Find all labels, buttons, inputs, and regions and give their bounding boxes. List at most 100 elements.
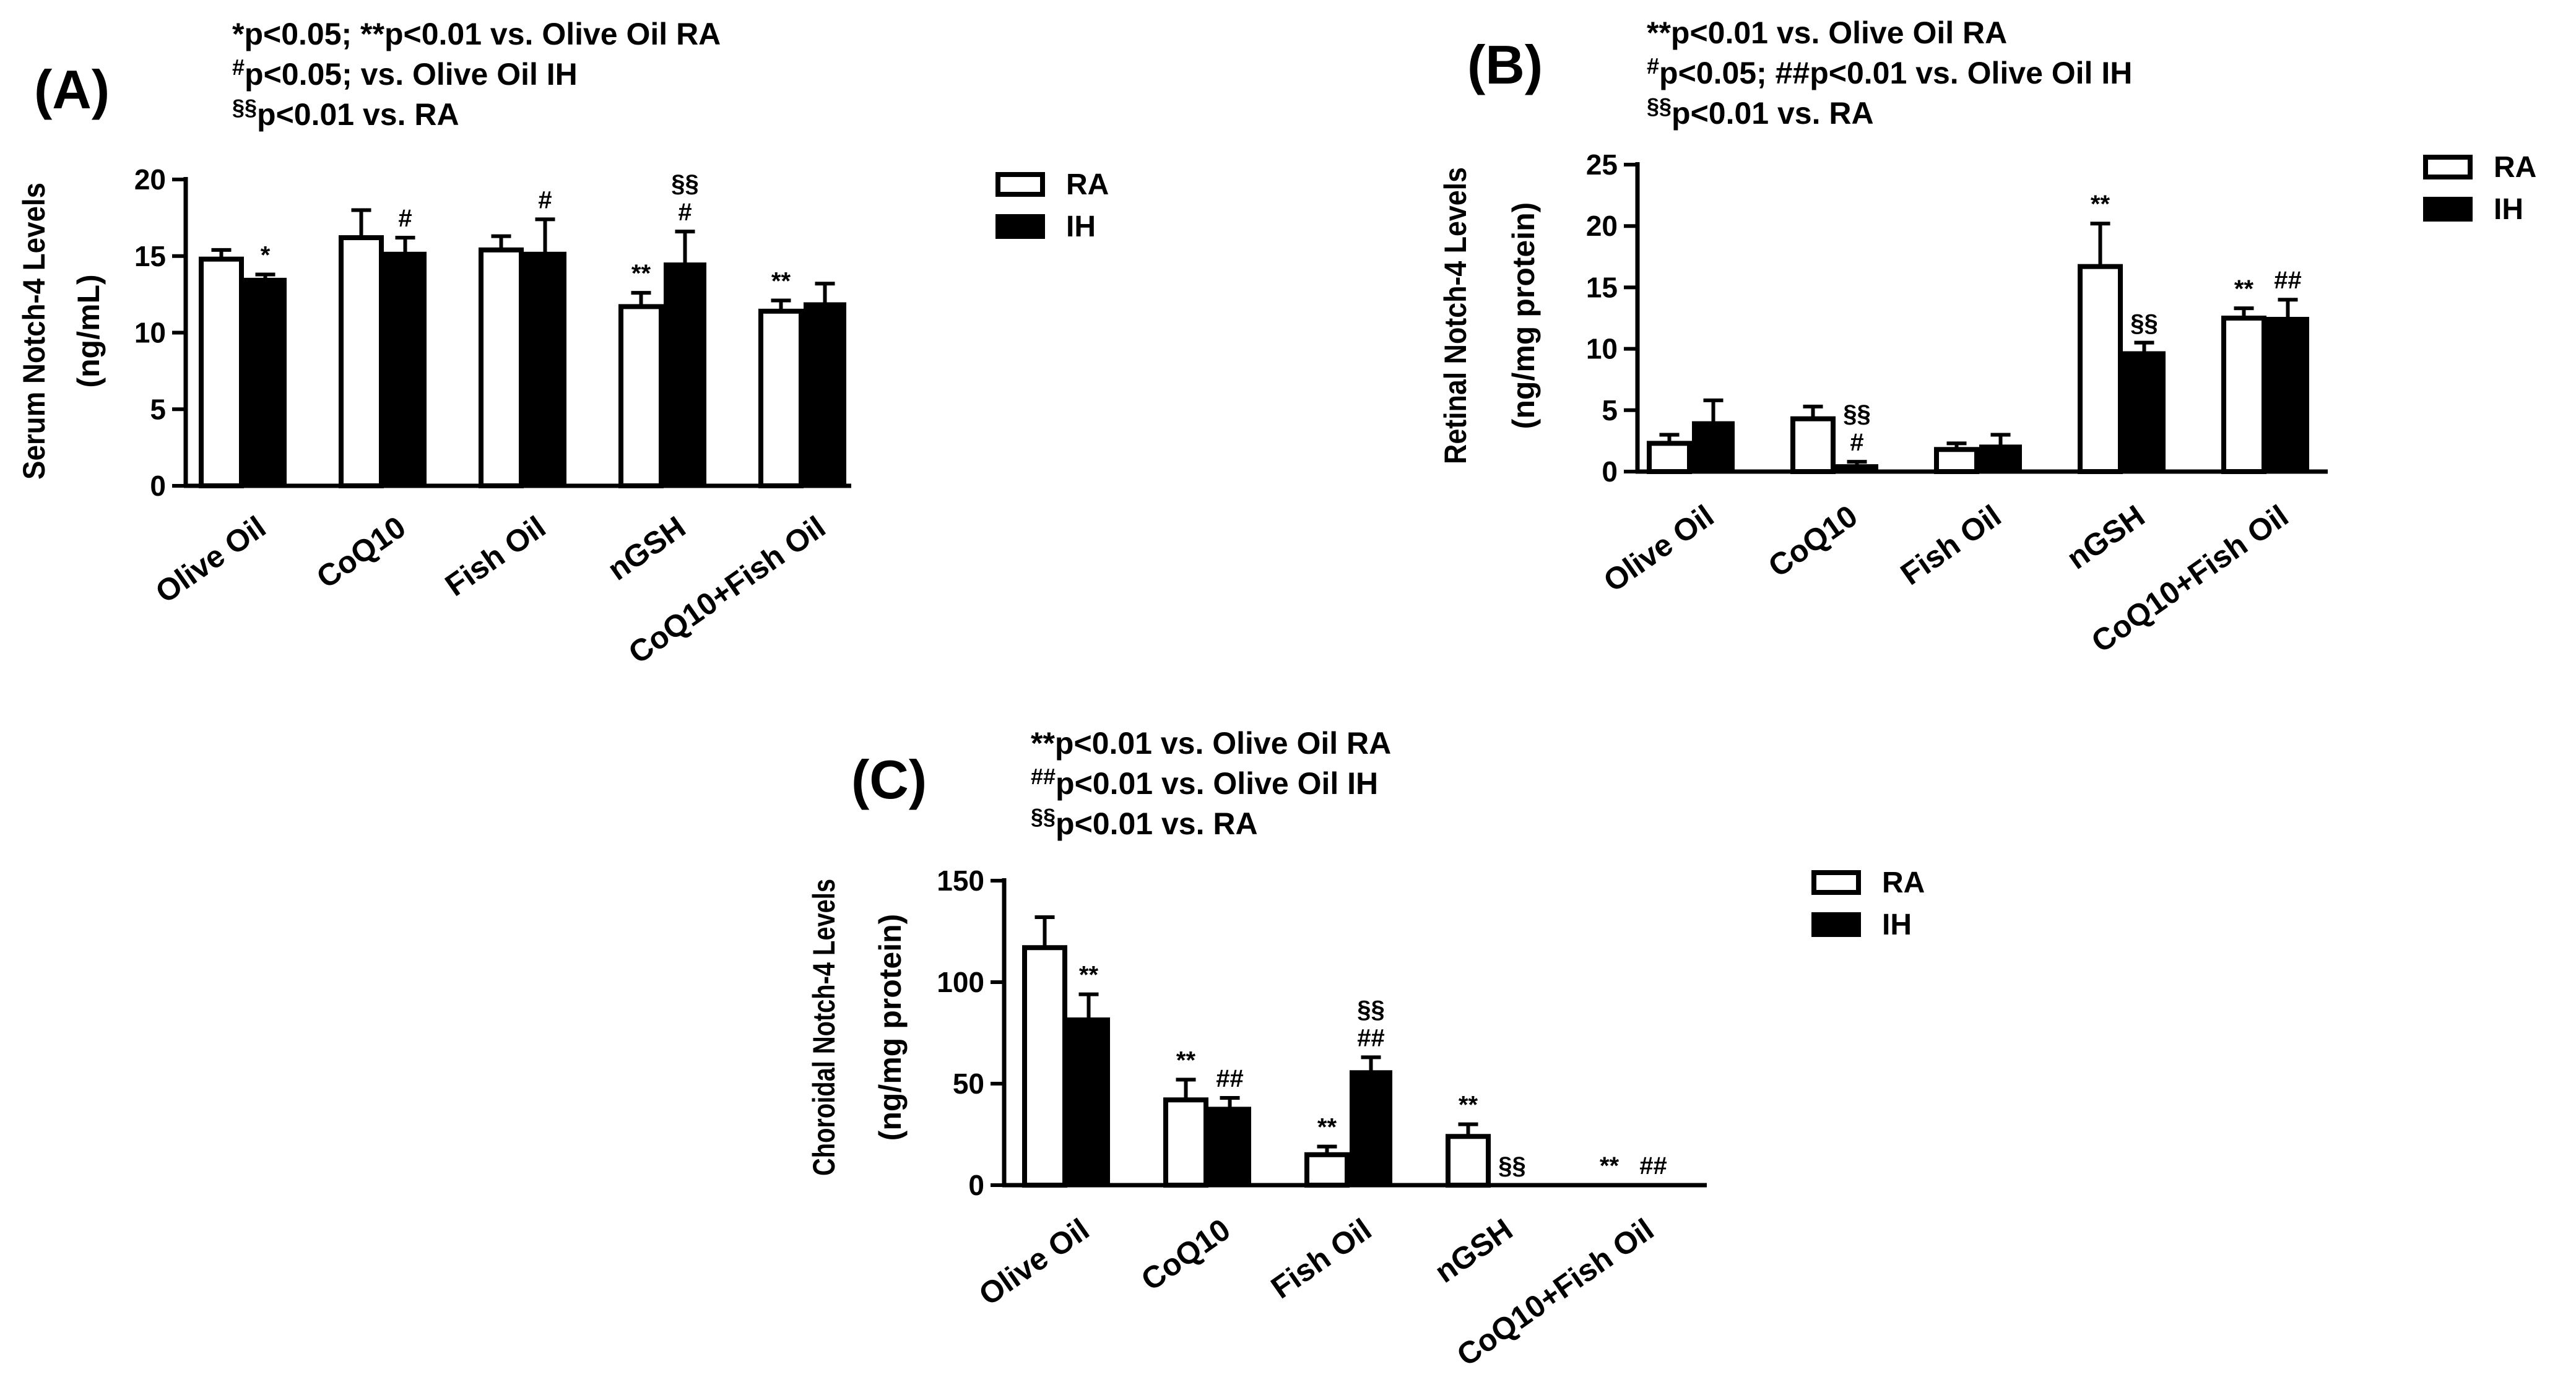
note-text: p<0.01 vs. RA <box>1672 96 1874 131</box>
significance-note: #p<0.05; ##p<0.01 vs. Olive Oil IH <box>1647 53 2132 90</box>
x-tick-label: Olive Oil <box>149 509 272 610</box>
y-axis-label-units: (ng/mL) <box>71 274 106 387</box>
y-tick-label: 0 <box>968 1169 984 1201</box>
bar-annotation: # <box>1850 429 1863 456</box>
y-axis-label: Choroidal Notch-4 Levels <box>807 879 841 1176</box>
bar-ra-2 <box>479 247 524 488</box>
note-text: p<0.05; vs. Olive Oil IH <box>245 57 578 92</box>
bar-ih-1 <box>1208 1107 1251 1186</box>
note-superscript: §§ <box>232 95 257 120</box>
bar-annotation: ** <box>1176 1047 1196 1074</box>
note-superscript: # <box>232 54 245 80</box>
bar-annotation: §§ <box>2130 310 2158 337</box>
bar-ra-2 <box>1304 1152 1350 1188</box>
y-tick-label: 100 <box>937 966 984 998</box>
bar-annotation: ## <box>1639 1152 1667 1180</box>
legend-swatch-ra <box>1811 870 1861 895</box>
chart-panel-3: (C)**p<0.01 vs. Olive Oil RA##p<0.01 vs.… <box>807 726 1925 1373</box>
significance-note: ##p<0.01 vs. Olive Oil IH <box>1031 764 1378 801</box>
legend-label: IH <box>1066 210 1096 243</box>
y-tick-label: 5 <box>1602 394 1618 426</box>
chart-panel-2: (B)**p<0.01 vs. Olive Oil RA#p<0.05; ##p… <box>1438 15 2536 659</box>
legend-swatch-ra <box>995 172 1045 197</box>
bar-annotation: §§ <box>1357 996 1385 1023</box>
bar-ih-2 <box>1979 444 2022 473</box>
significance-note: §§p<0.01 vs. RA <box>232 95 459 132</box>
y-tick-label: 25 <box>1586 149 1618 181</box>
bar-ih-4 <box>804 302 846 487</box>
significance-note: **p<0.01 vs. Olive Oil RA <box>1647 15 2007 50</box>
significance-note: *p<0.05; **p<0.01 vs. Olive Oil RA <box>232 17 721 51</box>
x-tick-label: Fish Oil <box>439 509 552 603</box>
significance-note: #p<0.05; vs. Olive Oil IH <box>232 54 578 92</box>
x-tick-label: CoQ10 <box>1762 498 1863 584</box>
bar-ra-1 <box>1790 416 1836 474</box>
bar-annotation: ## <box>2274 267 2302 294</box>
bar-annotation: # <box>538 186 552 214</box>
legend-swatch-ih <box>995 214 1045 239</box>
legend-label: RA <box>1066 168 1109 201</box>
significance-note: §§p<0.01 vs. RA <box>1647 93 1874 131</box>
legend-label: RA <box>2494 151 2536 184</box>
bar-ih-3 <box>2123 351 2166 473</box>
legend-swatch-ih <box>2423 197 2473 222</box>
y-tick-label: 10 <box>134 317 166 349</box>
bar-annotation: §§ <box>1843 400 1871 428</box>
legend-label: RA <box>1882 866 1925 899</box>
x-tick-label: CoQ10 <box>1135 1212 1236 1297</box>
y-tick-label: 20 <box>134 163 166 196</box>
y-axis-label: Serum Notch-4 Levels <box>17 183 51 480</box>
bar-ih-2 <box>1350 1070 1392 1186</box>
legend-swatch-ih <box>1811 912 1861 937</box>
note-text: p<0.01 vs. RA <box>257 97 459 132</box>
y-tick-label: 15 <box>1586 271 1618 303</box>
legend: RA IH <box>1811 866 1925 941</box>
bar-annotation: # <box>398 205 412 232</box>
bar-annotation: ** <box>1459 1092 1478 1119</box>
x-tick-label: Fish Oil <box>1894 498 2007 592</box>
bar-ra-3 <box>2078 264 2123 474</box>
bar-annotation: # <box>678 199 692 226</box>
y-tick-label: 20 <box>1586 210 1618 242</box>
x-tick-label: Olive Oil <box>1597 498 1720 598</box>
bar-annotation: ** <box>771 268 791 295</box>
y-axis-label: Retinal Notch-4 Levels <box>1438 167 1473 464</box>
x-tick-label: nGSH <box>1428 1212 1519 1290</box>
legend: RA IH <box>2423 151 2536 226</box>
bar-annotation: §§ <box>1498 1152 1526 1180</box>
y-tick-label: 0 <box>150 470 166 502</box>
bar-ra-1 <box>339 235 384 488</box>
legend: RA IH <box>995 168 1109 243</box>
bar-ra-3 <box>1446 1134 1491 1188</box>
bar-ra-1 <box>1163 1097 1208 1188</box>
y-axis-label-units: (ng/mg protein) <box>873 914 908 1141</box>
bar-ra-3 <box>618 304 664 488</box>
x-tick-label: CoQ10 <box>310 509 412 595</box>
note-text: p<0.01 vs. RA <box>1056 806 1258 841</box>
bar-ih-0 <box>1692 421 1735 473</box>
bar-annotation: ** <box>1317 1114 1337 1141</box>
panel-label: (C) <box>851 749 927 810</box>
note-text: p<0.01 vs. Olive Oil IH <box>1056 766 1378 801</box>
bar-annotation: ## <box>1216 1065 1244 1092</box>
y-tick-label: 5 <box>150 393 166 425</box>
y-tick-label: 0 <box>1602 455 1618 488</box>
bar-annotation: ## <box>1357 1024 1385 1051</box>
significance-note: **p<0.01 vs. Olive Oil RA <box>1031 726 1391 761</box>
bar-ra-4 <box>2221 316 2266 474</box>
bar-ra-4 <box>758 308 804 488</box>
bar-annotation: §§ <box>671 170 699 197</box>
note-superscript: §§ <box>1031 804 1056 829</box>
bar-ih-4 <box>2266 317 2309 473</box>
bar-ra-2 <box>1934 447 1979 475</box>
bar-ih-2 <box>524 251 566 487</box>
note-superscript: ## <box>1031 764 1056 789</box>
y-tick-label: 150 <box>937 865 984 897</box>
chart-panel-1: (A)*p<0.05; **p<0.01 vs. Olive Oil RA#p<… <box>17 17 1109 670</box>
y-axis-label-units: (ng/mg protein) <box>1506 202 1541 430</box>
bar-annotation: ** <box>2091 191 2110 218</box>
legend-label: IH <box>1882 909 1912 941</box>
note-superscript: # <box>1647 53 1659 79</box>
